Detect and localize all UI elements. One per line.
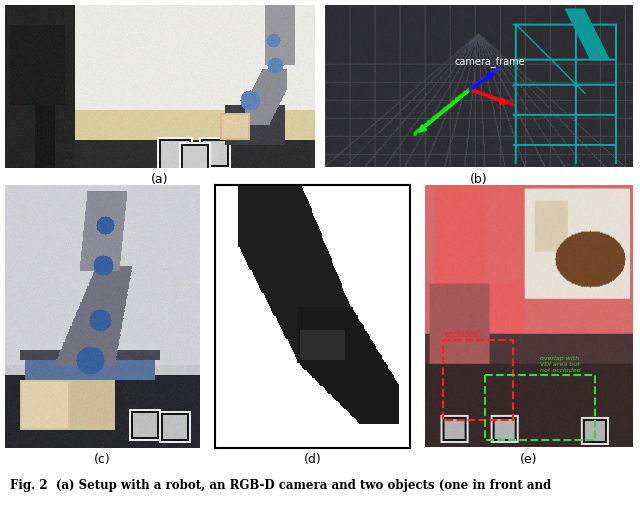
Text: (b): (b)	[470, 173, 488, 186]
Text: (c): (c)	[94, 453, 111, 466]
Text: overlap with
VDI area but
not occluded: overlap with VDI area but not occluded	[540, 357, 580, 373]
Text: camera_frame: camera_frame	[454, 56, 525, 67]
Text: (d): (d)	[303, 453, 321, 466]
Text: (e): (e)	[520, 453, 538, 466]
Bar	[443, 340, 513, 420]
Text: occluded: occluded	[445, 330, 479, 339]
Text: (a): (a)	[151, 173, 169, 186]
Text: Fig. 2  (a) Setup with a robot, an RGB-D camera and two objects (one in front an: Fig. 2 (a) Setup with a robot, an RGB-D …	[10, 479, 551, 492]
Bar	[485, 375, 595, 440]
